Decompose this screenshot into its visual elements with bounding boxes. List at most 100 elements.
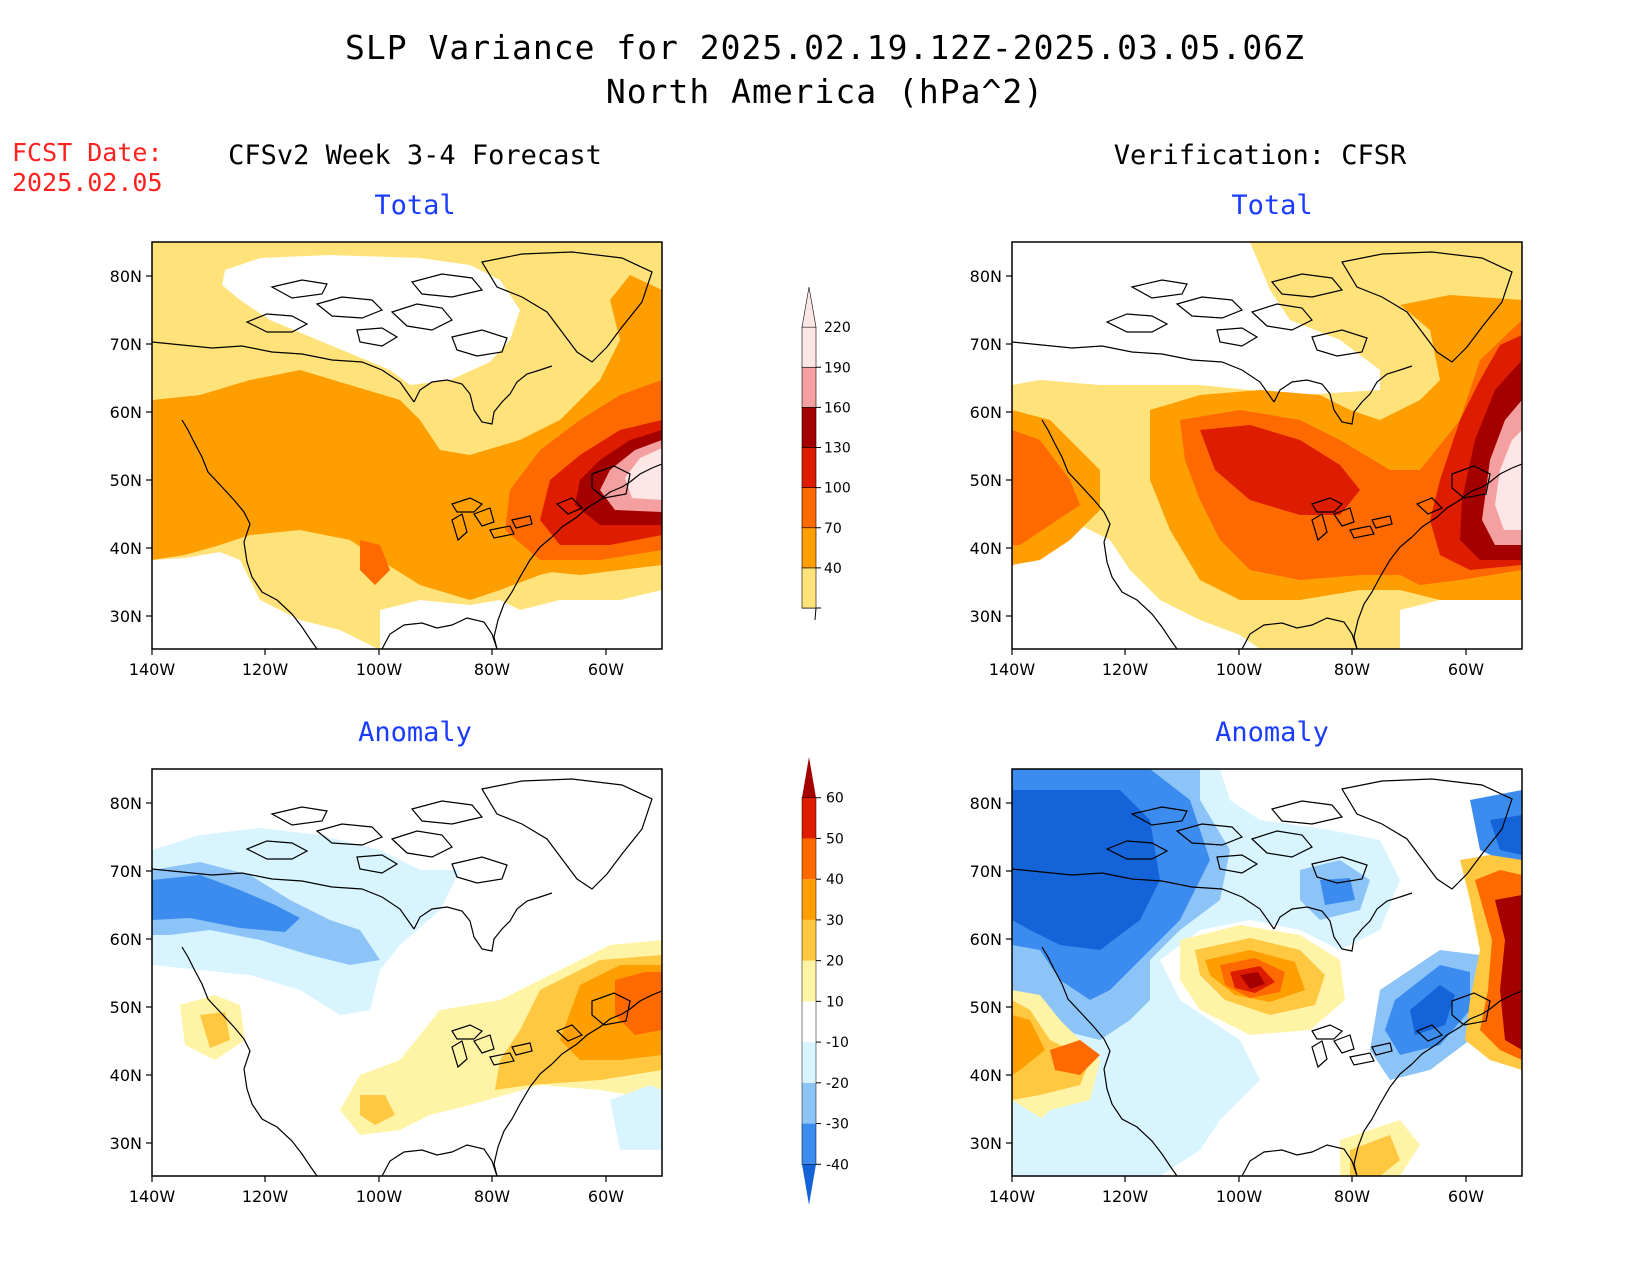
forecast-total-frame [151,241,663,650]
colorbar-swatch [801,366,817,408]
lon-label: 80W [1334,660,1370,679]
colorbar-label: 20 [826,954,844,970]
panel-title-verification-anomaly: Anomaly [1215,717,1329,748]
colorbar-label: 60 [826,791,844,807]
lat-label: 50N [110,998,142,1017]
forecast-anomaly-frame [151,768,663,1177]
colorbar-upper-end [802,757,816,798]
colorbar-swatch [802,1042,816,1083]
colorbar-swatch [802,1082,816,1124]
lon-label: 80W [474,1187,510,1206]
colorbar-swatch [802,797,816,839]
lon-label: 100W [356,1187,403,1206]
verification-anomaly-field [1012,769,1522,1176]
lat-label: 50N [970,998,1002,1017]
panel-title-verification-total: Total [1231,190,1313,221]
lat-label: 30N [970,607,1002,626]
lon-label: 140W [129,660,176,679]
lon-label: 140W [129,1187,176,1206]
colorbar-label: 130 [824,441,851,457]
colorbar-lower-end [802,607,817,621]
lon-label: 80W [474,660,510,679]
colorbar-swatch [802,1001,816,1043]
colorbar-swatch [802,919,816,961]
lat-label: 50N [110,471,142,490]
colorbar-swatch [801,567,817,609]
colorbar-lower-end [802,1164,816,1205]
subtitle: North America (hPa^2) [605,72,1045,111]
colorbar-swatch [801,447,817,488]
lat-label: 30N [110,1134,142,1153]
colorbar-swatch [802,838,816,880]
lat-label: 80N [970,794,1002,813]
colorbar-outline [801,797,817,1165]
lat-label: 70N [110,335,142,354]
colorbar-swatch [801,487,817,529]
lat-label: 80N [970,267,1002,286]
forecast-anomaly-field [152,769,662,1176]
colorbar-label: -30 [826,1117,849,1133]
colorbar-swatch [801,407,817,448]
lon-label: 120W [242,1187,289,1206]
colorbar-label: 160 [824,400,851,416]
lat-label: 80N [110,267,142,286]
colorbar-swatch [802,960,816,1002]
panel-title-forecast-total: Total [374,190,456,221]
lon-label: 100W [356,660,403,679]
anomaly-colorbar: -40 -30 -20 -10 10 20 30 40 50 60 [801,757,849,1205]
lon-label: 140W [989,1187,1036,1206]
colorbar-label: 50 [826,831,844,847]
fcst-date-value: 2025.02.05 [12,168,163,197]
lat-label: 70N [970,335,1002,354]
colorbar-label: 40 [824,561,842,577]
forecast-total-field [152,242,662,649]
lat-label: 40N [110,539,142,558]
colorbar-label: -10 [826,1035,849,1051]
colorbar-label: 190 [824,360,851,376]
lon-label: 120W [1102,1187,1149,1206]
colorbar-swatch [802,1123,816,1165]
colorbar-swatch [801,326,817,368]
lat-label: 50N [970,471,1002,490]
fcst-date-label: FCST Date: [12,138,163,167]
colorbar-label: 30 [826,913,844,929]
colorbar-upper-end [801,286,817,328]
lon-label: 140W [989,660,1036,679]
lon-label: 60W [1448,660,1484,679]
lon-label: 60W [588,1187,624,1206]
lon-label: 120W [242,660,289,679]
lon-label: 100W [1216,660,1263,679]
main-title: SLP Variance for 2025.02.19.12Z-2025.03.… [345,28,1305,67]
lat-label: 60N [970,930,1002,949]
lon-label: 100W [1216,1187,1263,1206]
panel-title-forecast-anomaly: Anomaly [358,717,472,748]
lat-label: 40N [110,1066,142,1085]
lat-label: 30N [970,1134,1002,1153]
verification-anomaly-frame [1011,768,1523,1177]
lat-label: 40N [970,539,1002,558]
lat-label: 70N [970,862,1002,881]
colorbar-label: -20 [826,1076,849,1092]
lon-label: 60W [588,660,624,679]
total-colorbar: 40 70 100 130 160 190 220 [801,286,851,621]
lon-label: 80W [1334,1187,1370,1206]
verification-column-header: Verification: CFSR [1113,140,1407,171]
lat-label: 60N [110,930,142,949]
lon-label: 120W [1102,660,1149,679]
colorbar-label: 100 [824,481,851,497]
colorbar-swatch [802,879,816,920]
colorbar-swatch [801,527,817,569]
lat-label: 80N [110,794,142,813]
lat-label: 60N [970,403,1002,422]
colorbar-label: 220 [824,320,851,336]
lat-label: 40N [970,1066,1002,1085]
lat-label: 70N [110,862,142,881]
verification-total-frame [1011,241,1523,650]
verification-total-field [1012,242,1522,649]
lat-label: 60N [110,403,142,422]
colorbar-label: 70 [824,521,842,537]
forecast-column-header: CFSv2 Week 3-4 Forecast [228,140,602,171]
colorbar-label: 10 [826,994,844,1010]
lon-label: 60W [1448,1187,1484,1206]
